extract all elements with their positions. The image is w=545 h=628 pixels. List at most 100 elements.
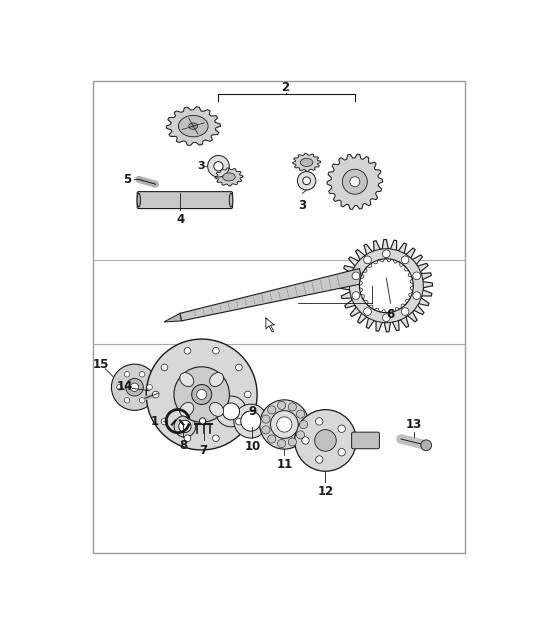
Text: 7: 7 [199,443,208,457]
Circle shape [126,379,143,396]
Circle shape [213,347,219,354]
Circle shape [222,403,239,420]
Polygon shape [180,269,363,321]
Polygon shape [327,154,383,209]
Circle shape [296,431,305,439]
Circle shape [213,435,219,441]
Circle shape [338,448,346,456]
Circle shape [383,314,390,322]
Circle shape [111,364,158,410]
Circle shape [208,156,229,177]
Circle shape [260,400,309,449]
Polygon shape [340,239,433,332]
Circle shape [277,401,286,409]
Circle shape [413,272,421,279]
Text: 12: 12 [317,485,334,498]
Circle shape [117,384,122,390]
Circle shape [130,383,138,391]
Circle shape [364,256,371,264]
Circle shape [174,367,229,422]
Circle shape [235,364,242,371]
Circle shape [277,440,286,448]
Circle shape [342,170,367,194]
Circle shape [244,391,251,398]
Circle shape [199,418,205,424]
Circle shape [235,418,242,425]
Ellipse shape [178,116,208,137]
Text: 10: 10 [244,440,261,453]
Circle shape [349,249,423,323]
Circle shape [146,339,257,450]
Circle shape [262,415,270,423]
Circle shape [359,259,413,313]
Text: 3: 3 [298,198,306,212]
Circle shape [302,177,311,185]
Polygon shape [164,313,181,322]
Circle shape [214,161,223,171]
Circle shape [288,403,296,411]
Ellipse shape [180,372,194,387]
Circle shape [302,436,309,444]
Circle shape [147,384,152,390]
Text: 3: 3 [197,161,204,171]
Circle shape [300,420,308,428]
Text: 6: 6 [386,308,395,322]
Circle shape [161,418,168,425]
Circle shape [288,438,296,446]
Circle shape [364,308,371,315]
Polygon shape [215,168,243,186]
Circle shape [383,250,390,257]
Circle shape [352,272,360,279]
Circle shape [277,417,292,432]
Circle shape [197,389,207,399]
Circle shape [179,420,191,433]
Circle shape [140,398,145,403]
Circle shape [192,384,211,404]
Circle shape [268,406,276,414]
Circle shape [268,435,276,443]
Ellipse shape [189,123,198,129]
Circle shape [124,372,130,377]
Ellipse shape [300,158,313,166]
Text: 8: 8 [179,439,187,452]
FancyBboxPatch shape [352,432,379,449]
Ellipse shape [223,173,235,181]
Text: 11: 11 [276,458,293,472]
Circle shape [184,435,191,441]
Circle shape [262,426,270,434]
Circle shape [234,404,268,438]
Circle shape [270,411,298,438]
Circle shape [124,398,130,403]
Ellipse shape [229,193,233,207]
Circle shape [296,410,305,418]
Circle shape [295,409,356,471]
Text: 5: 5 [123,173,131,186]
Ellipse shape [180,403,194,416]
Text: 1: 1 [150,414,159,428]
Text: 13: 13 [405,418,422,431]
Circle shape [241,411,261,431]
Circle shape [338,425,346,432]
Text: 14: 14 [117,381,133,393]
FancyBboxPatch shape [137,192,233,208]
Polygon shape [166,107,220,146]
Circle shape [401,308,409,315]
Circle shape [298,171,316,190]
Bar [93,81,465,553]
Ellipse shape [210,372,223,387]
Circle shape [174,416,196,437]
Circle shape [316,418,323,425]
Polygon shape [293,153,320,171]
Circle shape [184,347,191,354]
Text: 15: 15 [93,358,109,371]
Text: 9: 9 [248,405,256,418]
Circle shape [161,364,168,371]
Circle shape [314,430,336,452]
Ellipse shape [137,193,141,207]
Ellipse shape [210,403,223,416]
Circle shape [413,292,421,300]
Circle shape [401,256,409,264]
Circle shape [140,372,145,377]
Circle shape [216,396,246,427]
Circle shape [352,292,360,300]
